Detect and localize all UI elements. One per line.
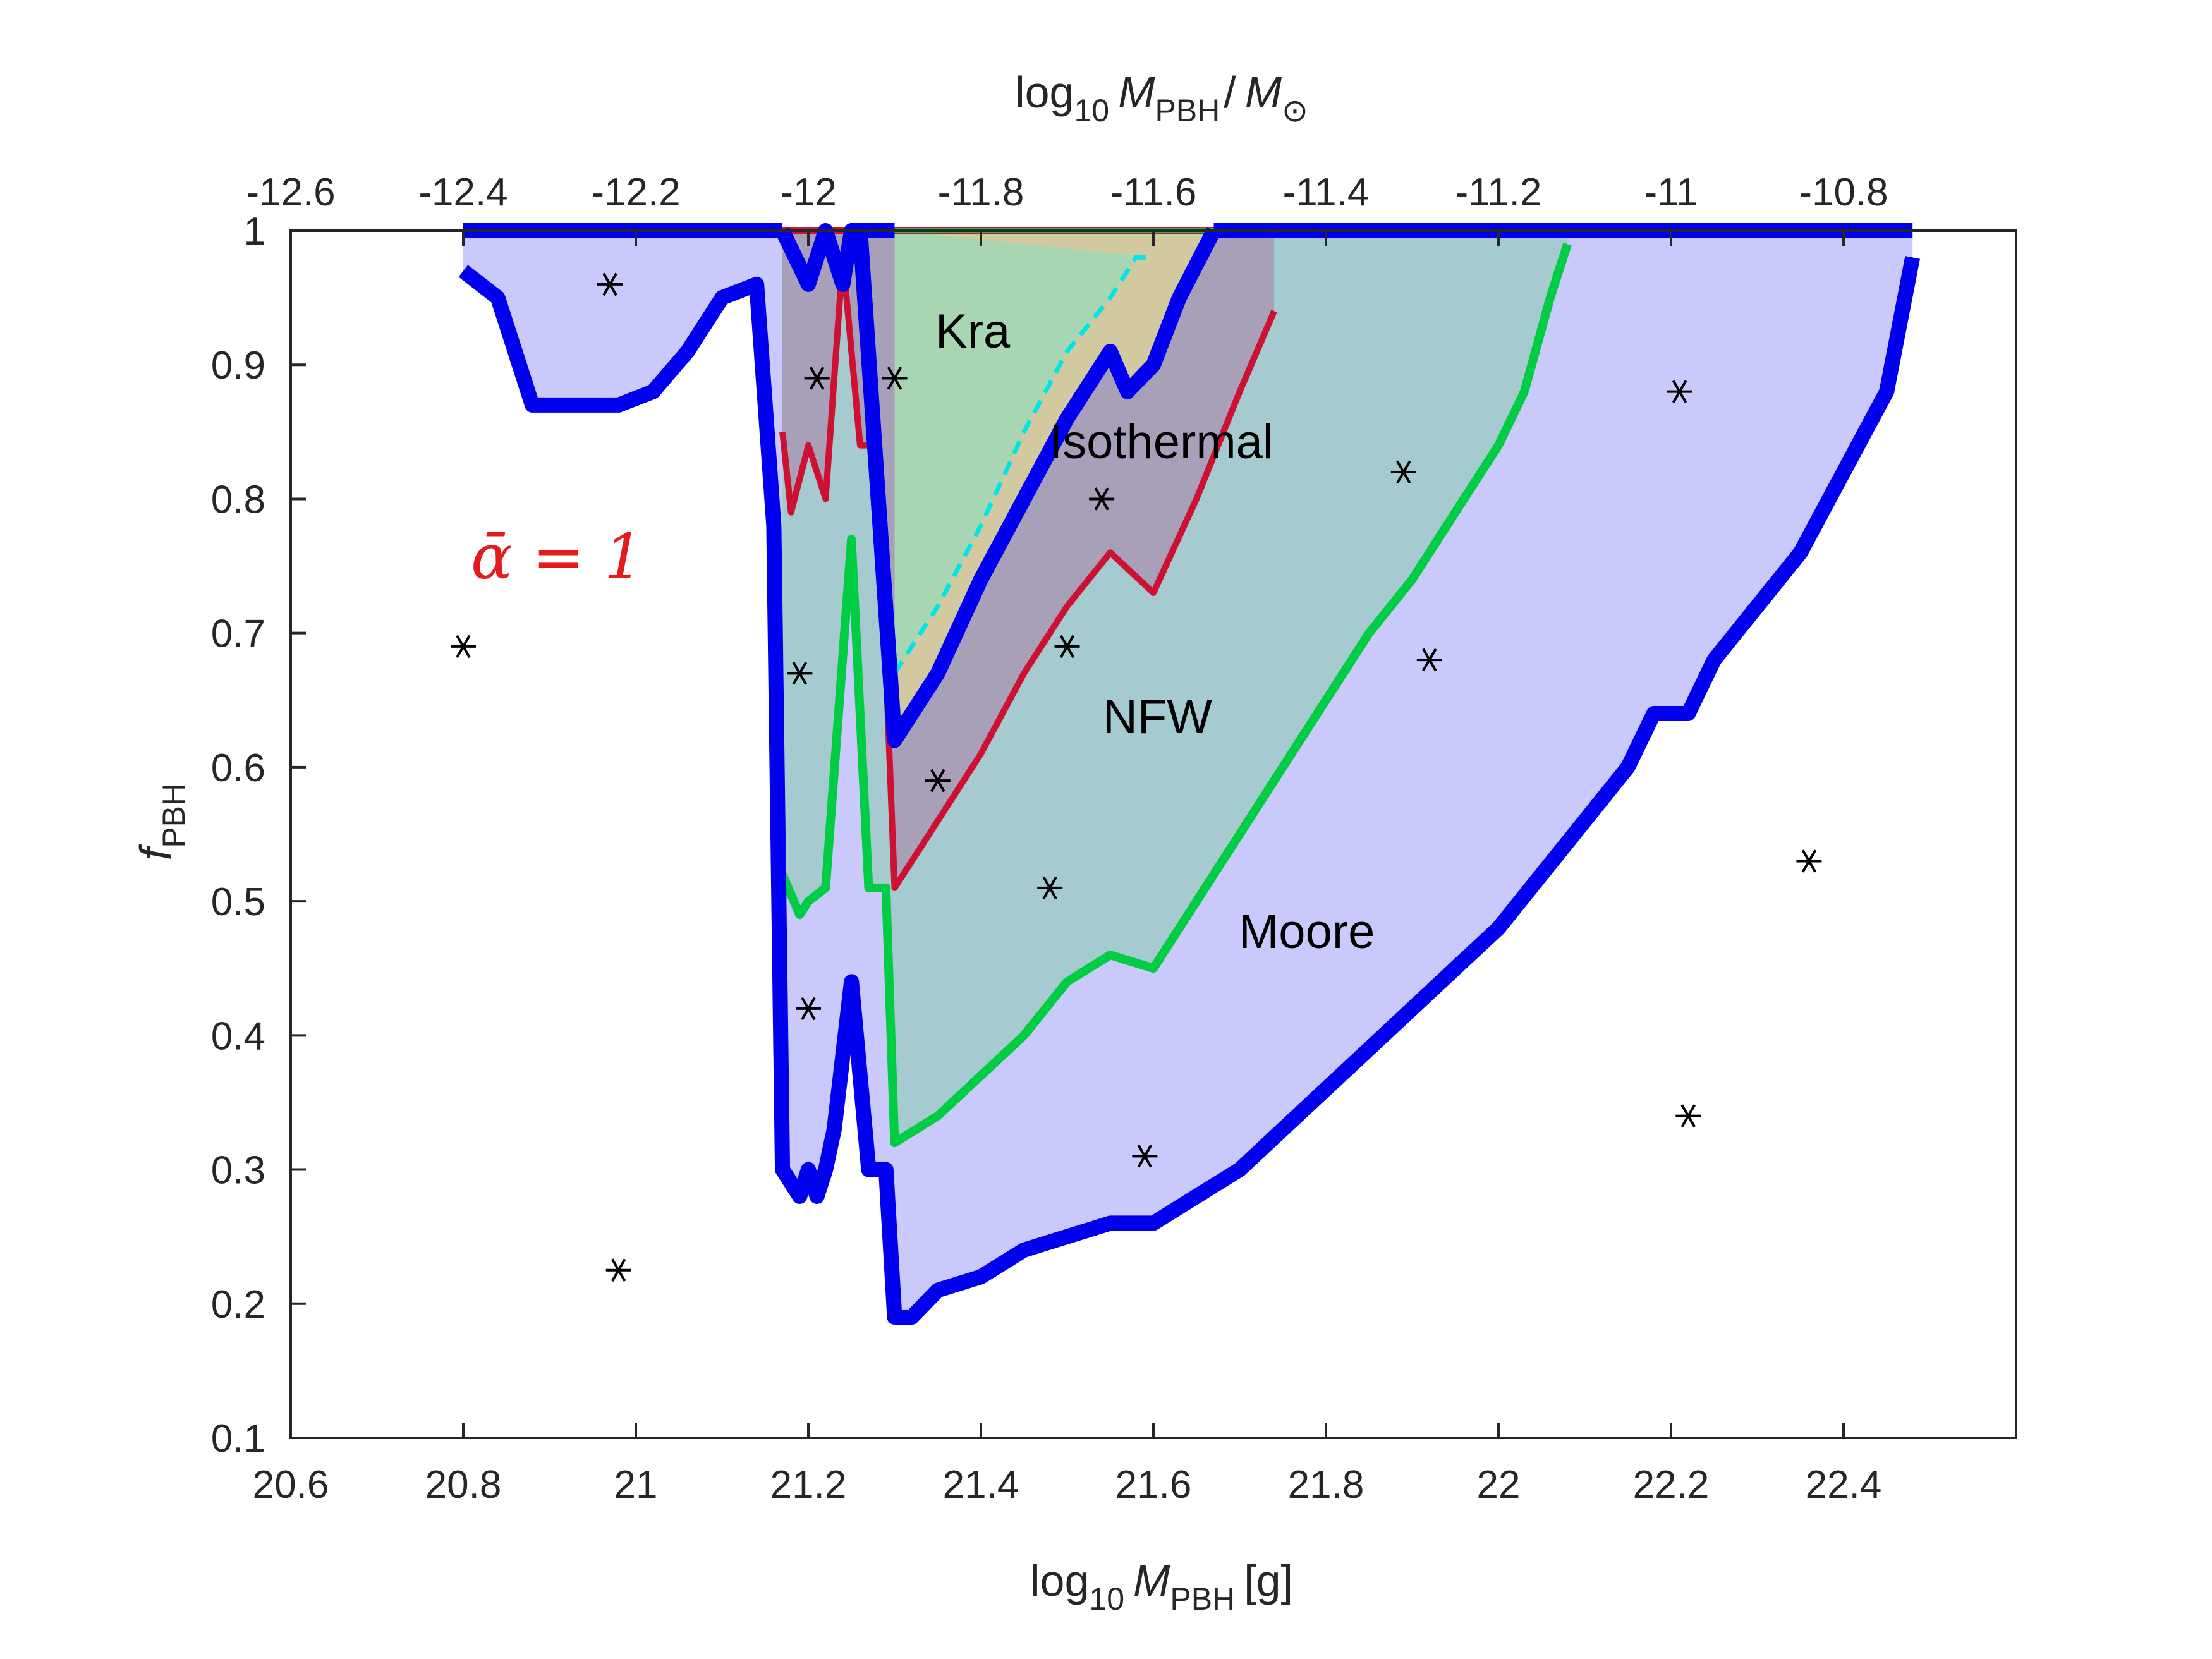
top-xlabel-sub: 10 (1074, 93, 1110, 128)
scatter-point (787, 662, 813, 685)
line-moore (458, 256, 1920, 1325)
x-tick-label: 20.8 (425, 1463, 502, 1507)
line-kra (892, 255, 1153, 675)
top-xlabel-var2-sub: ⊙ (1282, 93, 1308, 128)
region-fills (463, 231, 1913, 1317)
top-xlabel-var2: M (1245, 68, 1282, 117)
top-tick-label: -12.6 (246, 171, 335, 214)
bottom-x-ticks: 20.6 20.8 21 21.2 21.4 21.6 21.8 22 22.2 22.4 (253, 1423, 1882, 1507)
x-tick-label: 21.4 (943, 1463, 1019, 1507)
top-x-ticks: -12.6 -12.4 -12.2 -12 -11.8 -11.6 -11.4 -11.2 -1… (246, 171, 1888, 246)
label-moore: Moore (1239, 905, 1375, 959)
scatter-point (597, 272, 623, 296)
fill-kra (894, 231, 1153, 674)
x-tick-label: 22.4 (1806, 1463, 1882, 1507)
y-tick-label: 0.8 (211, 478, 265, 521)
left-y-ticks: 0.1 0.2 0.3 0.4 0.5 0.6 0.7 0.8 0.9 1 (211, 210, 306, 1461)
top-xlabel-var-sub: PBH (1155, 93, 1220, 128)
y-tick-label: 1 (244, 210, 265, 253)
xlabel-var: M (1133, 1556, 1170, 1605)
top-tick-label: -11 (1644, 171, 1698, 214)
x-tick-label: 22 (1477, 1463, 1521, 1507)
line-moore-drop (852, 230, 902, 741)
xlabel-base: log (1030, 1556, 1089, 1605)
scatter-point (1390, 460, 1416, 484)
scatter-point (1089, 487, 1115, 511)
x-tick-label: 20.6 (253, 1463, 329, 1507)
x-axis-title: log10 MPBH [g] (1030, 1556, 1293, 1617)
label-isothermal: Isothermal (1049, 415, 1273, 469)
y-tick-label: 0.7 (211, 612, 265, 656)
top-tick-label: -12.4 (418, 171, 507, 214)
scatter-points (451, 272, 1822, 1282)
y-tick-label: 0.1 (211, 1417, 265, 1461)
xlabel-var-sub: PBH (1170, 1581, 1235, 1617)
label-nfw: NFW (1103, 690, 1212, 744)
scatter-point (1796, 849, 1822, 873)
top-xlabel-var: M (1118, 68, 1155, 117)
x-tick-label: 21.6 (1115, 1463, 1192, 1507)
top-xlabel-base: log (1015, 68, 1074, 117)
top-tick-label: -12 (780, 171, 837, 214)
ylabel-var-sub: PBH (156, 783, 191, 848)
line-nfw (778, 243, 1572, 1148)
top-tick-label: -11.4 (1283, 171, 1370, 214)
x-tick-label: 21.2 (770, 1463, 847, 1507)
y-tick-label: 0.9 (211, 344, 265, 387)
y-tick-label: 0.3 (211, 1149, 265, 1193)
scatter-point (1037, 876, 1063, 900)
scatter-point (1416, 648, 1442, 672)
top-tick-label: -10.8 (1799, 171, 1888, 214)
scatter-point (804, 367, 830, 390)
y-tick-label: 0.4 (211, 1014, 265, 1058)
x-tick-label: 21.8 (1288, 1463, 1364, 1507)
scatter-point (605, 1258, 631, 1282)
top-xlabel-sep: / (1224, 68, 1236, 117)
top-tick-label: -11.8 (938, 171, 1024, 214)
scatter-point (882, 367, 908, 390)
scatter-point (925, 769, 951, 793)
x-tick-label: 21 (614, 1463, 658, 1507)
y-tick-label: 0.6 (211, 746, 265, 790)
scatter-point (1675, 1104, 1701, 1127)
alpha-annotation: ᾱ = 1 (471, 521, 643, 593)
scatter-point (1054, 635, 1080, 659)
y-tick-label: 0.2 (211, 1283, 265, 1327)
top-tick-label: -12.2 (591, 171, 680, 214)
top-tick-label: -11.2 (1455, 171, 1542, 214)
scatter-point (451, 635, 476, 659)
scatter-point (796, 997, 821, 1021)
x-tick-label: 22.2 (1633, 1463, 1710, 1507)
xlabel-sub: 10 (1089, 1581, 1124, 1617)
top-tick-label: -11.6 (1110, 171, 1197, 214)
label-kra: Kra (935, 305, 1011, 358)
line-moore-inner (775, 223, 1221, 748)
scatter-point (1132, 1145, 1158, 1168)
xlabel-unit: [g] (1244, 1556, 1293, 1605)
line-isothermal (779, 254, 1277, 891)
y-tick-label: 0.5 (211, 880, 265, 924)
scatter-point (1667, 380, 1692, 403)
top-x-axis-title: log10 MPBH/M⊙ (1015, 68, 1308, 128)
